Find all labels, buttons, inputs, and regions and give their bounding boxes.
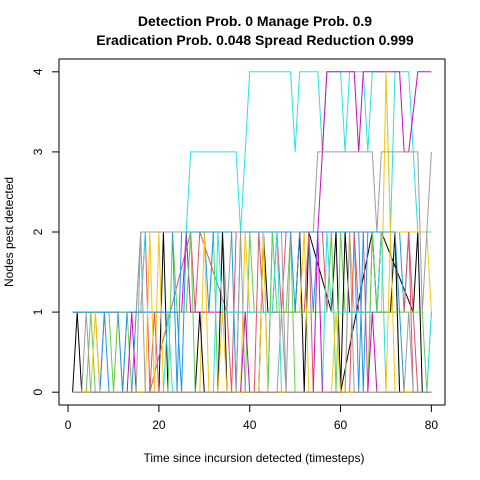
y-tick-label: 4 <box>31 68 45 75</box>
x-tick-label: 0 <box>65 418 72 432</box>
chart-title-line-2: Eradication Prob. 0.048 Spread Reduction… <box>96 32 414 48</box>
y-tick-label: 3 <box>31 148 45 155</box>
x-axis-label: Time since incursion detected (timesteps… <box>144 451 365 465</box>
chart-title-line-1: Detection Prob. 0 Manage Prob. 0.9 <box>138 13 372 29</box>
x-axis: 0 20 40 60 80 <box>65 404 439 432</box>
y-tick-label: 0 <box>31 389 45 396</box>
x-tick-label: 60 <box>334 418 348 432</box>
x-tick-label: 80 <box>425 418 439 432</box>
x-tick-label: 40 <box>243 418 257 432</box>
x-tick-label: 20 <box>152 418 166 432</box>
series-layer <box>72 71 432 393</box>
y-axis: 0 1 2 3 4 <box>31 68 60 396</box>
series-line-13 <box>72 231 432 393</box>
y-tick-label: 1 <box>31 308 45 315</box>
y-tick-label: 2 <box>31 228 45 235</box>
series-line-16 <box>72 231 432 393</box>
y-axis-label: Nodes pest detected <box>2 177 16 287</box>
